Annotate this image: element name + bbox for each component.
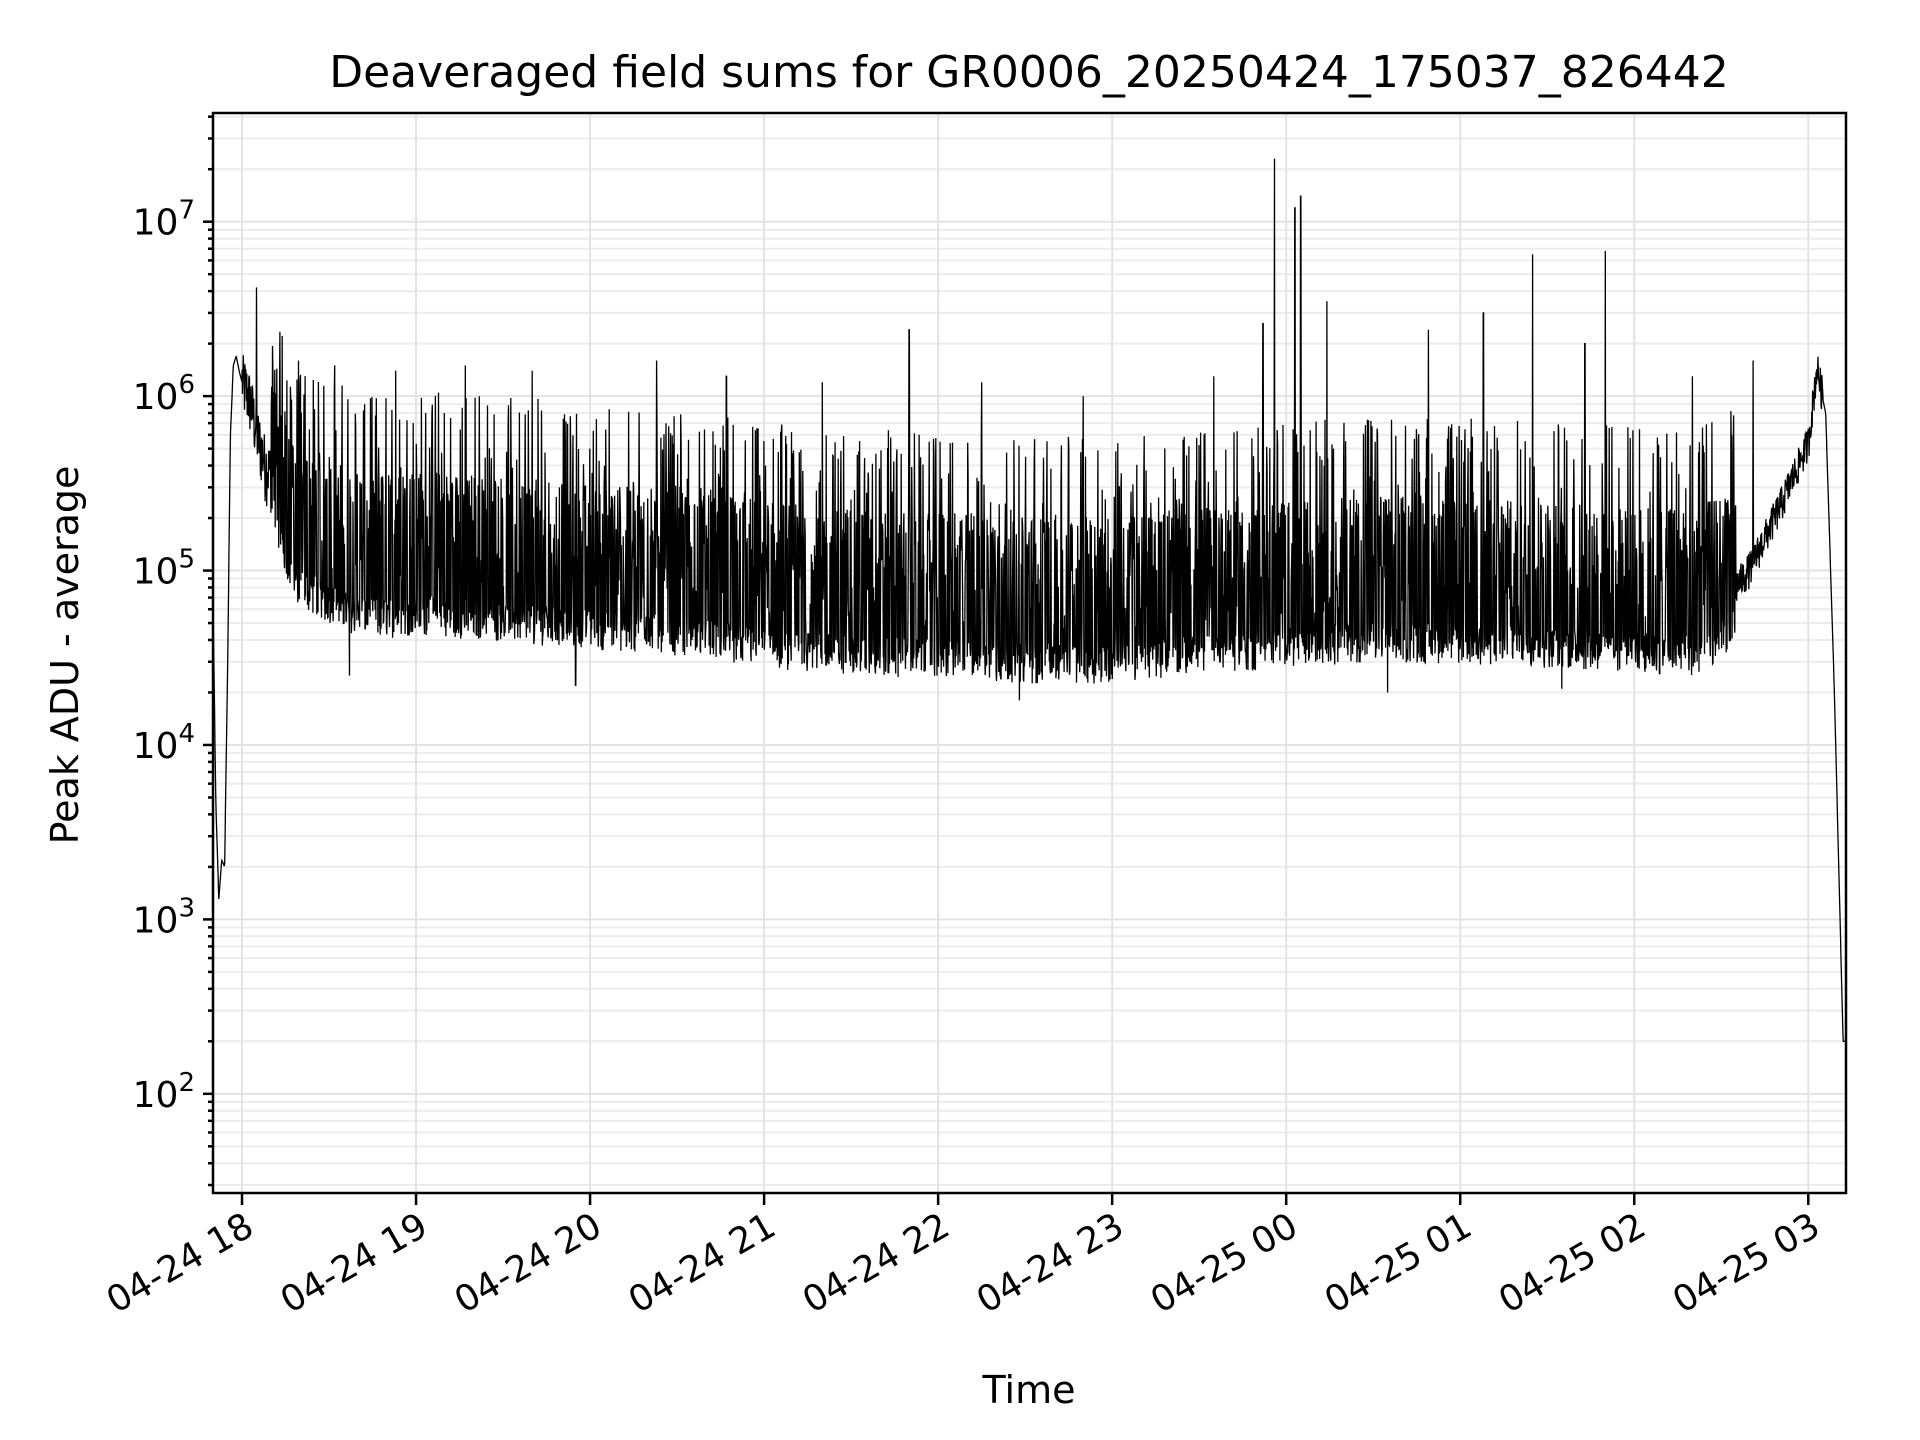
x-axis-label: Time [982,1368,1076,1412]
chart-title: Deaveraged field sums for GR0006_2025042… [329,47,1729,98]
y-tick-label: 103 [133,893,195,941]
series-layer [212,158,1846,1042]
x-tick-label: 04-24 20 [448,1205,609,1321]
x-tick-label: 04-25 03 [1666,1205,1827,1321]
series-line [212,158,1846,1042]
x-tick-label: 04-24 23 [970,1205,1131,1321]
y-tick-label: 105 [133,545,195,593]
y-axis-label: Peak ADU - average [43,466,87,845]
x-tick-label: 04-24 22 [796,1205,957,1321]
axes [211,111,1848,1195]
x-tick-label: 04-24 21 [622,1205,783,1321]
x-tick-label: 04-24 18 [100,1205,261,1321]
y-tick-label: 104 [133,719,195,767]
plot-frame [211,111,1848,1195]
x-tick-label: 04-25 01 [1318,1205,1479,1321]
x-tick-label: 04-25 00 [1144,1205,1305,1321]
y-axis-ticks: 102 103 104 105 106 107 [133,115,213,1187]
y-tick-label: 102 [133,1068,195,1116]
x-tick-label: 04-25 02 [1492,1205,1653,1321]
x-axis-ticks: 04-24 18 04-24 19 04-24 20 04-24 21 04-24 22… [100,1193,1827,1322]
y-tick-label: 107 [133,196,195,244]
x-tick-label: 04-24 19 [274,1205,435,1321]
y-tick-label: 106 [133,370,195,418]
